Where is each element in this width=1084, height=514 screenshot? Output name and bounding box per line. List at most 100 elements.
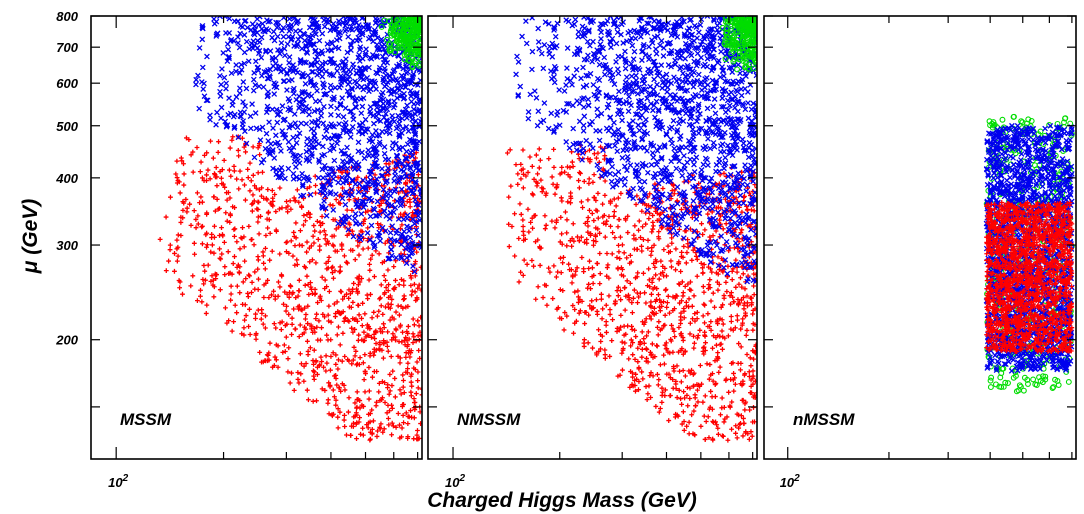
point-green xyxy=(411,51,418,58)
point-red xyxy=(589,298,595,304)
point-blue xyxy=(387,72,393,79)
point-blue xyxy=(693,216,700,222)
point-red xyxy=(615,284,621,290)
point-red xyxy=(709,269,715,275)
point-red xyxy=(403,354,409,360)
point-red xyxy=(631,295,636,301)
point-red xyxy=(642,290,647,296)
point-blue xyxy=(411,268,418,275)
point-blue xyxy=(311,128,317,134)
point-blue xyxy=(340,114,347,120)
point-blue xyxy=(380,78,387,85)
point-red xyxy=(751,356,756,362)
point-green xyxy=(413,32,420,39)
point-blue xyxy=(383,178,390,185)
point-red xyxy=(622,307,628,313)
point-red xyxy=(383,277,388,283)
point-blue xyxy=(657,171,663,177)
point-blue xyxy=(258,26,265,32)
point-red xyxy=(736,412,742,418)
point-blue xyxy=(331,171,337,178)
point-red xyxy=(350,329,356,335)
point-blue xyxy=(691,204,698,211)
point-blue xyxy=(291,43,298,49)
point-red xyxy=(515,181,521,187)
point-blue xyxy=(680,118,687,124)
point-red xyxy=(362,216,368,222)
point-blue xyxy=(611,119,617,126)
point-blue xyxy=(618,31,624,38)
point-blue xyxy=(346,92,353,99)
point-green xyxy=(386,41,393,48)
point-red xyxy=(579,255,585,260)
point-green xyxy=(386,18,393,25)
point-red xyxy=(292,198,298,203)
point-red xyxy=(260,321,266,327)
point-blue xyxy=(413,180,419,187)
point-blue xyxy=(400,125,406,132)
point-red xyxy=(391,264,397,270)
point-red xyxy=(591,242,596,248)
point-red xyxy=(187,201,193,207)
point-blue xyxy=(352,210,359,217)
point-blue xyxy=(333,37,340,43)
point-red xyxy=(294,187,300,193)
point-blue xyxy=(365,179,371,185)
point-blue xyxy=(280,24,287,31)
point-red xyxy=(698,260,704,266)
point-red xyxy=(586,312,592,318)
point-red xyxy=(750,368,756,374)
point-red xyxy=(208,249,214,255)
point-red xyxy=(699,381,704,387)
point-red xyxy=(530,192,536,198)
point-blue xyxy=(265,146,272,153)
point-blue xyxy=(250,76,257,83)
point-blue xyxy=(417,110,422,116)
point-blue xyxy=(286,16,293,22)
point-blue xyxy=(362,50,369,57)
point-blue xyxy=(349,86,356,93)
point-red xyxy=(408,408,413,413)
point-green xyxy=(418,56,422,63)
point-blue xyxy=(273,132,279,139)
point-red xyxy=(286,294,292,300)
point-red xyxy=(671,368,677,374)
point-red xyxy=(648,252,654,258)
point-red xyxy=(288,238,294,244)
point-red xyxy=(550,181,556,187)
point-blue xyxy=(733,87,739,93)
point-red xyxy=(747,355,753,361)
point-red xyxy=(241,234,247,240)
point-red xyxy=(627,384,633,390)
point-blue xyxy=(572,16,579,23)
point-red xyxy=(180,199,186,205)
point-blue xyxy=(387,77,394,84)
point-red xyxy=(341,417,347,423)
point-blue xyxy=(253,125,260,132)
point-blue xyxy=(350,233,357,240)
point-blue xyxy=(581,113,588,120)
point-blue xyxy=(365,22,371,28)
point-red xyxy=(377,296,382,302)
point-blue xyxy=(266,119,272,126)
point-red xyxy=(594,155,599,161)
point-blue xyxy=(635,122,642,128)
point-red xyxy=(253,311,258,317)
point-blue xyxy=(695,115,701,121)
point-red xyxy=(366,365,372,370)
point-blue xyxy=(303,49,310,55)
point-red xyxy=(402,338,408,343)
point-red xyxy=(705,311,711,317)
point-blue xyxy=(722,189,729,196)
point-red xyxy=(636,379,642,384)
point-blue xyxy=(299,72,306,79)
point-blue xyxy=(739,136,746,143)
point-red xyxy=(327,382,333,388)
point-blue xyxy=(626,100,633,106)
point-red xyxy=(326,380,332,386)
point-red xyxy=(607,354,613,359)
point-red xyxy=(723,279,729,285)
point-red xyxy=(559,198,565,204)
point-blue xyxy=(240,79,247,85)
point-red xyxy=(557,287,563,292)
